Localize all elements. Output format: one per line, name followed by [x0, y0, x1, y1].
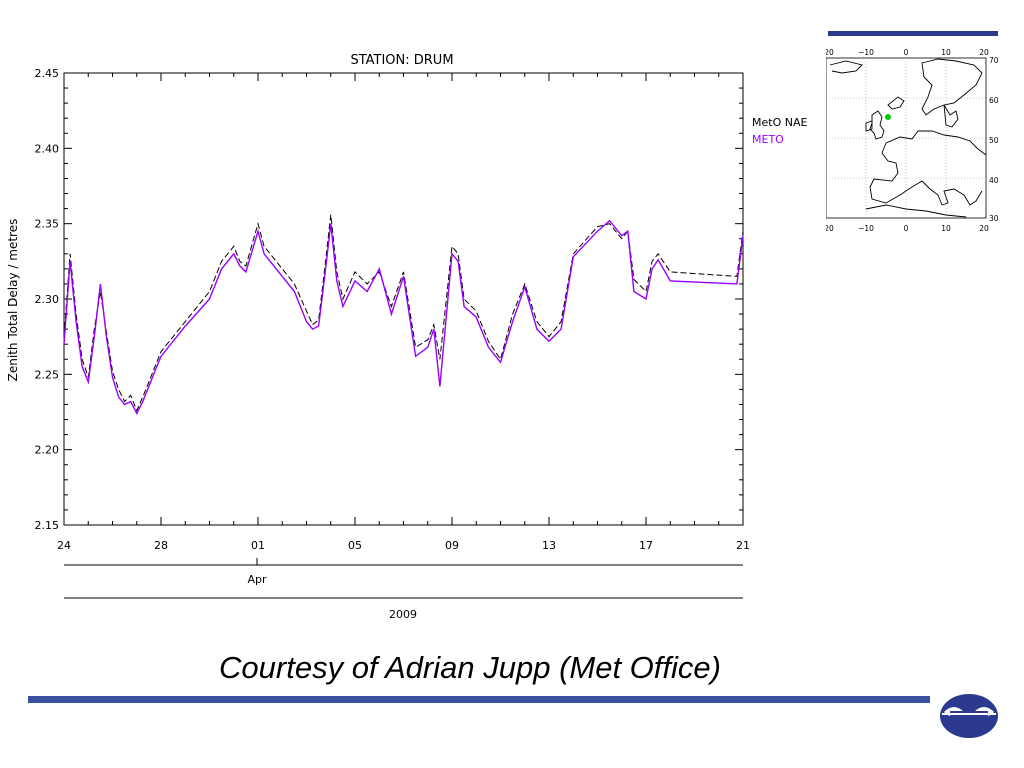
chart-legend: MetO NAE METO: [752, 114, 807, 148]
series-line-meto: [63, 219, 744, 416]
station-marker: [885, 114, 891, 120]
y-tick-label: 2.40: [35, 142, 60, 155]
plot-frame: [63, 72, 744, 526]
legend-item-nae: MetO NAE: [752, 116, 808, 129]
chart-title: STATION: DRUM: [350, 53, 453, 68]
legend-item-meto: METO: [752, 133, 784, 146]
x-month-label: Apr: [247, 573, 267, 586]
map-right-tick: 60: [989, 96, 999, 105]
map-bottom-tick: 20: [979, 224, 989, 233]
x-tick-label: 13: [542, 539, 556, 552]
map-bottom-tick: 10: [941, 224, 951, 233]
map-coastlines: [829, 58, 987, 218]
top-rule: [828, 31, 998, 36]
map-bottom-tick: 0: [904, 224, 909, 233]
map-right-tick: 30: [989, 214, 999, 223]
y-tick-label: 2.30: [35, 293, 60, 306]
x-tick-label: 09: [445, 539, 459, 552]
y-tick-label: 2.35: [35, 218, 60, 231]
x-year-label: 2009: [389, 608, 417, 621]
map-top-tick: −10: [858, 48, 874, 57]
bottom-rule: [28, 696, 930, 703]
y-axis-label: Zenith Total Delay / metres: [6, 219, 20, 382]
x-tick-label: 24: [57, 539, 71, 552]
x-tick-label: 21: [736, 539, 750, 552]
x-tick-label: 17: [639, 539, 653, 552]
x-tick-label: 05: [348, 539, 362, 552]
map-top-tick: 20: [826, 48, 834, 57]
y-tick-label: 2.20: [35, 444, 60, 457]
map-top-tick: 20: [979, 48, 989, 57]
map-bottom-tick: −10: [858, 224, 874, 233]
map-top-tick: 0: [904, 48, 909, 57]
series-line-meto-nae: [63, 214, 744, 412]
map-right-tick: 50: [989, 136, 999, 145]
x-tick-label: 28: [154, 539, 168, 552]
map-bottom-tick: 20: [826, 224, 834, 233]
y-tick-label: 2.25: [35, 368, 60, 381]
y-tick-label: 2.15: [35, 519, 60, 532]
map-right-tick: 70: [989, 56, 999, 65]
map-top-tick: 10: [941, 48, 951, 57]
y-tick-label: 2.45: [35, 67, 60, 80]
slide-caption: Courtesy of Adrian Jupp (Met Office): [219, 650, 721, 685]
ecmwf-logo-icon: [940, 694, 998, 738]
x-tick-label: 01: [251, 539, 265, 552]
station-location-map: 20 −10 0 10 20 20 −10 0 10 20 70 60 50 4…: [826, 48, 999, 233]
map-right-tick: 40: [989, 176, 999, 185]
